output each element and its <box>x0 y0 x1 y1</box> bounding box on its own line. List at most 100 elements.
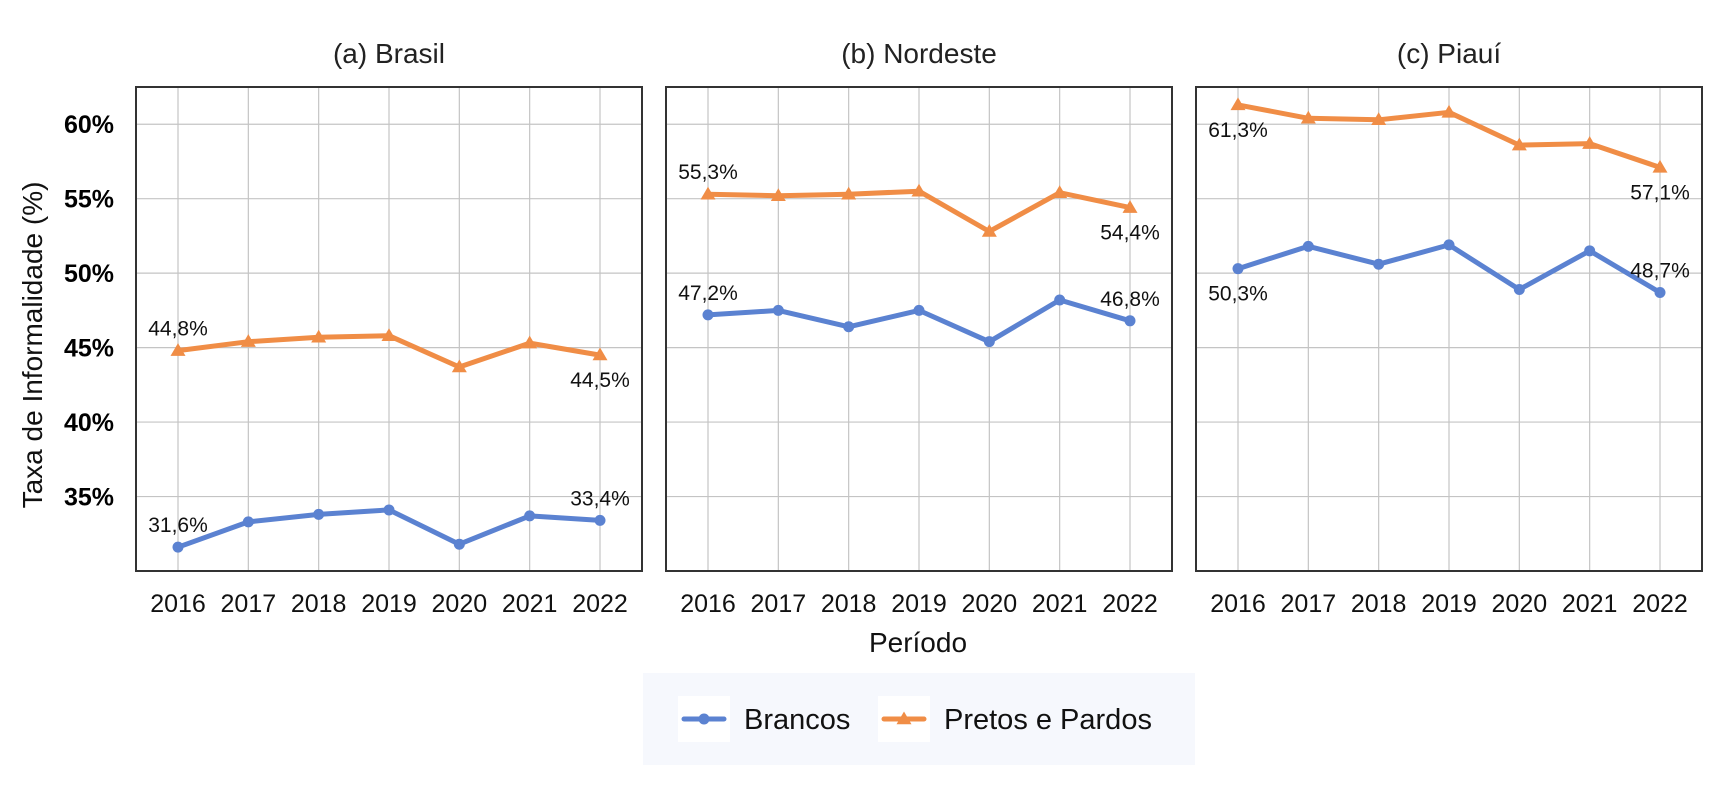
data-label-first: 47,2% <box>678 282 738 305</box>
x-tick-label: 2016 <box>1210 590 1266 618</box>
data-point <box>911 183 927 197</box>
data-label-first: 31,6% <box>148 514 208 537</box>
data-point <box>524 510 536 522</box>
data-label-last: 46,8% <box>1100 288 1160 311</box>
x-tick-label: 2019 <box>361 590 417 618</box>
data-point <box>1371 112 1387 126</box>
data-point <box>1054 294 1066 306</box>
series-pretos-e-pardos: 61,3% 57,1% <box>1208 97 1690 204</box>
data-point <box>1373 258 1385 270</box>
data-point <box>383 504 395 516</box>
x-tick-label: 2017 <box>1281 590 1337 618</box>
data-point <box>311 329 327 343</box>
data-point <box>172 541 184 553</box>
data-label-first: 61,3% <box>1208 119 1268 142</box>
data-point <box>240 334 256 347</box>
panel-b-nordeste: (b) Nordeste 2016 2017 2018 2019 2020 2021 2022… <box>665 38 1173 618</box>
x-tick-label: 2016 <box>150 590 206 618</box>
data-point <box>1584 245 1596 257</box>
data-point <box>594 514 606 526</box>
y-tick-label: 55% <box>64 186 114 214</box>
panel-c-piau: (c) Piauí 2016 2017 2018 2019 2020 2021 2022 50,… <box>1195 38 1703 618</box>
data-point <box>242 516 254 528</box>
data-point <box>1654 287 1666 299</box>
data-label-first: 55,3% <box>678 161 738 184</box>
x-axis-title: Período <box>869 627 967 658</box>
y-tick-label: 60% <box>64 111 114 139</box>
panel-a-brasil: (a) Brasil 2016 2017 2018 2019 2020 2021 2022 35… <box>64 38 643 618</box>
legend-item-brancos: Brancos <box>678 696 850 742</box>
data-point <box>1652 159 1668 173</box>
data-point <box>770 188 786 201</box>
x-tick-label: 2021 <box>1032 590 1088 618</box>
y-tick-label: 35% <box>64 484 114 512</box>
data-label-first: 44,8% <box>148 318 208 341</box>
data-label-last: 54,4% <box>1100 222 1160 245</box>
x-tick-label: 2019 <box>891 590 947 618</box>
facet-title: (c) Piauí <box>1397 38 1501 69</box>
legend-items: Brancos Pretos e Pardos <box>678 696 1152 742</box>
panel-border <box>135 86 643 572</box>
x-tick-label: 2020 <box>962 590 1018 618</box>
x-tick-label: 2020 <box>1492 590 1548 618</box>
legend: Brancos Pretos e Pardos <box>643 673 1195 765</box>
data-point <box>1302 240 1314 252</box>
data-point <box>981 223 997 237</box>
data-point <box>313 508 325 520</box>
x-tick-label: 2022 <box>572 590 628 618</box>
legend-item-pretos-e-pardos: Pretos e Pardos <box>878 696 1152 742</box>
x-tick-label: 2017 <box>221 590 277 618</box>
data-point <box>1511 137 1527 151</box>
data-point <box>700 186 716 200</box>
x-tick-label: 2021 <box>502 590 558 618</box>
data-label-last: 57,1% <box>1630 181 1690 204</box>
y-axis-title: Taxa de Informalidade (%) <box>17 182 48 509</box>
data-label-last: 33,4% <box>570 487 630 510</box>
data-point <box>1513 284 1525 296</box>
data-point <box>451 359 467 373</box>
data-point <box>843 321 855 333</box>
series-brancos: 31,6% 33,4% <box>148 487 630 553</box>
x-tick-label: 2017 <box>751 590 807 618</box>
x-tick-label: 2021 <box>1562 590 1618 618</box>
series-brancos: 47,2% 46,8% <box>678 282 1160 348</box>
data-point <box>772 304 784 316</box>
data-label-first: 50,3% <box>1208 283 1268 306</box>
legend-key-marker <box>896 711 912 725</box>
data-point <box>1582 136 1598 149</box>
series-pretos-e-pardos: 55,3% 54,4% <box>678 161 1160 244</box>
x-tick-label: 2022 <box>1102 590 1158 618</box>
x-tick-label: 2018 <box>821 590 877 618</box>
data-point <box>1122 200 1138 213</box>
legend-label: Brancos <box>744 704 850 736</box>
data-point <box>702 309 714 321</box>
x-tick-label: 2016 <box>680 590 736 618</box>
data-point <box>983 336 995 348</box>
data-point <box>1230 97 1246 111</box>
data-point <box>1052 185 1068 198</box>
panel-border <box>1195 86 1703 572</box>
data-point <box>1441 104 1457 118</box>
y-tick-label: 50% <box>64 260 114 288</box>
data-point <box>381 328 397 341</box>
facet-title: (b) Nordeste <box>841 38 997 69</box>
data-point <box>170 343 186 356</box>
data-point <box>592 347 608 361</box>
series-brancos: 50,3% 48,7% <box>1208 239 1690 306</box>
x-tick-label: 2019 <box>1421 590 1477 618</box>
data-label-last: 48,7% <box>1630 260 1690 283</box>
facet-title: (a) Brasil <box>333 38 445 69</box>
data-point <box>453 538 465 550</box>
data-point <box>1443 239 1455 251</box>
data-point <box>913 304 925 316</box>
data-point <box>1124 315 1136 327</box>
data-label-last: 44,5% <box>570 369 630 392</box>
x-tick-label: 2018 <box>291 590 347 618</box>
y-tick-label: 45% <box>64 335 114 363</box>
data-point <box>1232 263 1244 275</box>
data-point <box>522 335 538 349</box>
data-point <box>841 186 857 200</box>
y-tick-label: 40% <box>64 409 114 437</box>
series-pretos-e-pardos: 44,8% 44,5% <box>148 318 630 392</box>
